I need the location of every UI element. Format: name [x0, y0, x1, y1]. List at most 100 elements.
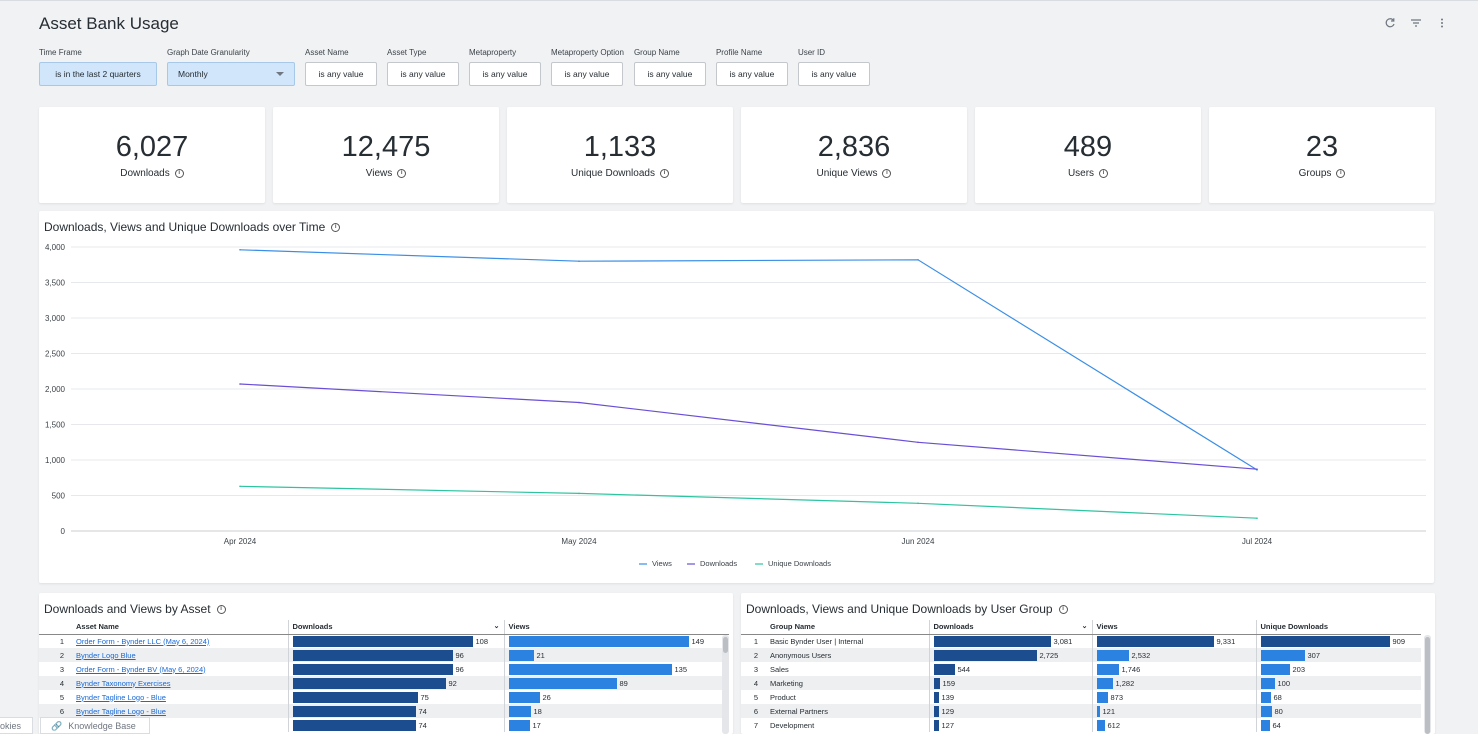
views-bar: [1096, 705, 1100, 717]
unique-downloads-cell: 80: [1255, 704, 1421, 718]
downloads-cell: 108: [287, 634, 504, 648]
scrollbar[interactable]: [722, 635, 729, 734]
filter-asset-name: Asset Name is any value: [305, 48, 377, 86]
views-cell: 2,532: [1091, 648, 1256, 662]
kpi-tile-views: 12,475 Views i: [273, 107, 499, 203]
asset-link[interactable]: Bynder Tagline Logo - Blue: [76, 706, 166, 716]
column-header-downloads[interactable]: Downloads ⌄: [928, 620, 1092, 635]
kpi-label-text: Downloads: [120, 168, 170, 179]
row-number: 3: [39, 662, 72, 676]
asset-link[interactable]: Bynder Taxonomy Exercises: [76, 678, 171, 688]
asset-type-filter-button[interactable]: is any value: [387, 62, 459, 86]
knowledge-base-button[interactable]: 🔗 Knowledge Base: [40, 717, 150, 734]
asset-name-cell: Bynder Taxonomy Exercises: [72, 676, 288, 690]
cookies-button[interactable]: okies: [0, 717, 33, 734]
info-icon[interactable]: i: [216, 604, 226, 614]
profile-name-filter-button[interactable]: is any value: [715, 62, 788, 86]
table-row: 6 Bynder Tagline Logo - Blue 74 18: [39, 704, 729, 718]
group-name-filter-button[interactable]: is any value: [633, 62, 706, 86]
kpi-label-text: Unique Downloads: [571, 168, 655, 179]
filter-profile-name: Profile Name is any value: [715, 48, 788, 86]
refresh-icon[interactable]: [1384, 17, 1396, 29]
column-header-views[interactable]: Views: [503, 620, 729, 635]
series-line-unique-downloads: [239, 485, 1258, 519]
asset-link[interactable]: Bynder Tagline Logo - Blue: [76, 692, 166, 702]
group-name-cell: Anonymous Users: [766, 648, 929, 662]
info-icon[interactable]: i: [331, 222, 341, 232]
unique-downloads-value: 64: [1272, 720, 1281, 730]
metaproperty-filter-button[interactable]: is any value: [469, 62, 541, 86]
table-row: 4 Bynder Taxonomy Exercises 92 89: [39, 676, 729, 690]
group-name-cell: Sales: [766, 662, 929, 676]
filter-label: Asset Type: [387, 48, 427, 57]
asset-link[interactable]: Order Form - Bynder LLC (May 6, 2024): [76, 636, 210, 646]
group-name-cell: Development: [766, 718, 929, 732]
more-vertical-icon[interactable]: [1436, 17, 1448, 29]
views-cell: 1,282: [1091, 676, 1256, 690]
info-icon[interactable]: i: [882, 169, 892, 178]
column-header-unique-downloads[interactable]: Unique Downloads: [1255, 620, 1421, 635]
group-table-title: Downloads, Views and Unique Downloads by…: [746, 602, 1068, 616]
asset-link[interactable]: Order Form - Bynder BV (May 6, 2024): [76, 664, 206, 674]
downloads-bar: [933, 663, 955, 675]
filter-metaproperty-option: Metaproperty Option is any value: [551, 48, 624, 86]
kpi-tile-downloads: 6,027 Downloads i: [39, 107, 265, 203]
views-cell: 135: [503, 662, 729, 676]
chart-title: Downloads, Views and Unique Downloads ov…: [44, 220, 341, 234]
unique-downloads-bar: [1260, 705, 1272, 717]
scrollbar[interactable]: [1424, 635, 1431, 734]
downloads-cell: 159: [928, 676, 1092, 690]
column-header-views[interactable]: Views: [1091, 620, 1256, 635]
user-id-filter-button[interactable]: is any value: [797, 62, 870, 86]
downloads-value: 159: [942, 678, 956, 688]
downloads-cell: 96: [287, 662, 504, 676]
views-cell: 9,331: [1091, 634, 1256, 648]
downloads-bar: [933, 705, 939, 717]
info-icon[interactable]: i: [1058, 604, 1068, 614]
kpi-label: Unique Views i: [817, 168, 892, 179]
downloads-cell: 3,081: [928, 634, 1092, 648]
scrollbar-thumb[interactable]: [1425, 637, 1430, 734]
sort-desc-icon[interactable]: ⌄: [1081, 623, 1088, 631]
group-table-panel: Downloads, Views and Unique Downloads by…: [741, 593, 1435, 734]
metaproperty-option-filter-button[interactable]: is any value: [551, 62, 623, 86]
views-cell: 26: [503, 690, 729, 704]
views-bar: [1096, 649, 1129, 661]
views-bar: [508, 705, 531, 717]
kpi-label: Groups i: [1299, 168, 1346, 179]
data-point: [239, 485, 241, 488]
kpi-label: Users i: [1068, 168, 1109, 179]
row-number: 2: [741, 648, 766, 662]
info-icon[interactable]: i: [1099, 169, 1109, 178]
views-cell: 1,746: [1091, 662, 1256, 676]
unique-downloads-value: 100: [1277, 678, 1291, 688]
info-icon[interactable]: i: [397, 169, 407, 178]
scrollbar-thumb[interactable]: [723, 637, 728, 653]
sort-desc-icon[interactable]: ⌄: [493, 623, 500, 631]
filter-label: Metaproperty Option: [551, 48, 624, 57]
info-icon[interactable]: i: [174, 169, 184, 178]
asset-table: Asset Name Downloads ⌄ Views 1 Order Form …: [39, 620, 729, 732]
unique-downloads-bar: [1260, 635, 1390, 647]
downloads-cell: 129: [928, 704, 1092, 718]
views-cell: 149: [503, 634, 729, 648]
info-icon[interactable]: i: [659, 169, 669, 178]
views-cell: 17: [503, 718, 729, 732]
asset-table-title: Downloads and Views by Asset i: [44, 602, 226, 616]
time-frame-filter-button[interactable]: is in the last 2 quarters: [39, 62, 157, 86]
row-number: 2: [39, 648, 72, 662]
filter-icon[interactable]: [1410, 17, 1422, 29]
column-header-downloads[interactable]: Downloads ⌄: [287, 620, 504, 635]
asset-name-filter-button[interactable]: is any value: [305, 62, 377, 86]
kpi-label: Unique Downloads i: [571, 168, 669, 179]
series-line-views: [239, 249, 1258, 471]
column-header-group-name[interactable]: Group Name: [766, 620, 929, 635]
asset-link[interactable]: Bynder Logo Blue: [76, 650, 136, 660]
filter-label: Metaproperty: [469, 48, 517, 57]
column-header-asset-name[interactable]: Asset Name: [72, 620, 288, 635]
info-icon[interactable]: i: [1336, 169, 1346, 178]
y-tick-label: 500: [52, 492, 66, 501]
unique-downloads-cell: 100: [1255, 676, 1421, 690]
views-value: 873: [1110, 692, 1124, 702]
granularity-select[interactable]: Monthly: [167, 62, 295, 86]
